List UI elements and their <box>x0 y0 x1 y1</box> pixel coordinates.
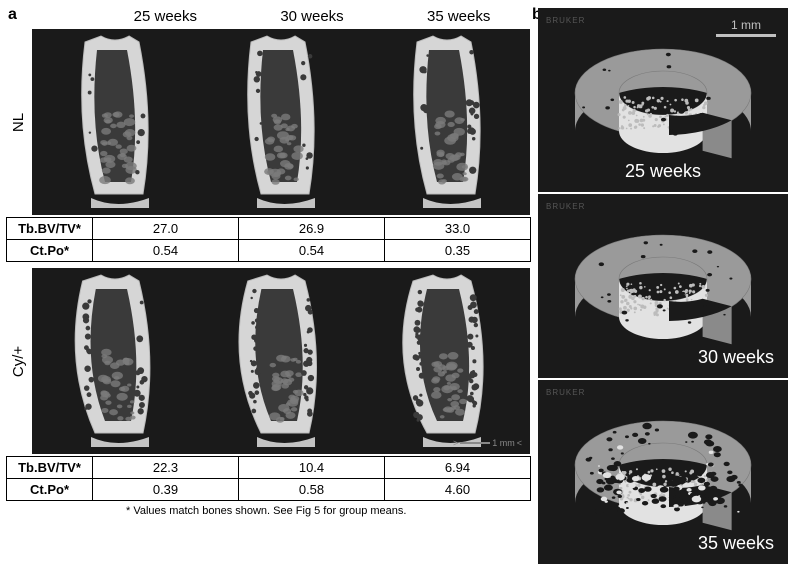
row-label-nl-wrap: NL <box>6 29 32 215</box>
render-25: BRUKER 1 mm 25 weeks <box>538 8 788 192</box>
watermark-icon: BRUKER <box>546 202 585 211</box>
render-30: BRUKER 30 weeks <box>538 194 788 378</box>
watermark-icon: BRUKER <box>546 16 585 25</box>
col-header-2: 35 weeks <box>385 8 532 25</box>
table-cy: Tb.BV/TV* 22.3 10.4 6.94 Ct.Po* 0.39 0.5… <box>6 456 531 501</box>
table-cell: 27.0 <box>93 218 239 240</box>
panel-b: b BRUKER 1 mm 25 weeks BRUKER 30 weeks B… <box>538 0 800 584</box>
table-label: Tb.BV/TV* <box>7 218 93 240</box>
table-cell: 26.9 <box>239 218 385 240</box>
scale-bar-text: 1 mm <box>716 18 776 32</box>
bone-cy-30 <box>198 268 364 454</box>
table-cell: 6.94 <box>385 457 531 479</box>
table-cell: 10.4 <box>239 457 385 479</box>
footnote: * Values match bones shown. See Fig 5 fo… <box>126 505 532 517</box>
mini-scale: >> 1 mm <1 mm< <box>453 438 522 448</box>
group-cy-row: Cy/+ >> 1 mm <1 mm< <box>6 268 532 454</box>
table-cell: 0.35 <box>385 240 531 262</box>
table-label: Tb.BV/TV* <box>7 457 93 479</box>
table-label: Ct.Po* <box>7 479 93 501</box>
table-row: Tb.BV/TV* 27.0 26.9 33.0 <box>7 218 531 240</box>
table-cell: 0.54 <box>239 240 385 262</box>
scale-bar-line <box>716 34 776 37</box>
bone-strip-nl <box>32 29 530 215</box>
panel-a-label: a <box>8 6 17 24</box>
bone-strip-cy: >> 1 mm <1 mm< <box>32 268 530 454</box>
render-label-25: 25 weeks <box>625 161 701 182</box>
render-label-30: 30 weeks <box>698 347 774 368</box>
table-row: Tb.BV/TV* 22.3 10.4 6.94 <box>7 457 531 479</box>
bone-nl-30 <box>198 29 364 215</box>
group-nl-row: NL <box>6 29 532 215</box>
table-row: Ct.Po* 0.54 0.54 0.35 <box>7 240 531 262</box>
table-cell: 0.58 <box>239 479 385 501</box>
table-cell: 22.3 <box>93 457 239 479</box>
row-label-cy: Cy/+ <box>11 345 28 376</box>
panel-a: a 25 weeks 30 weeks 35 weeks NL Tb.BV/TV… <box>0 0 538 584</box>
table-cell: 0.54 <box>93 240 239 262</box>
col-header-1: 30 weeks <box>239 8 386 25</box>
bone-nl-35 <box>364 29 530 215</box>
render-label-35: 35 weeks <box>698 533 774 554</box>
row-label-cy-wrap: Cy/+ <box>6 268 32 454</box>
table-cell: 0.39 <box>93 479 239 501</box>
table-nl: Tb.BV/TV* 27.0 26.9 33.0 Ct.Po* 0.54 0.5… <box>6 217 531 262</box>
col-header-0: 25 weeks <box>92 8 239 25</box>
render-stack: BRUKER 1 mm 25 weeks BRUKER 30 weeks BRU… <box>538 8 792 568</box>
table-label: Ct.Po* <box>7 240 93 262</box>
table-row: Ct.Po* 0.39 0.58 4.60 <box>7 479 531 501</box>
bone-nl-25 <box>32 29 198 215</box>
bone-cy-25 <box>32 268 198 454</box>
panel-a-column-headers: 25 weeks 30 weeks 35 weeks <box>92 8 532 25</box>
watermark-icon: BRUKER <box>546 388 585 397</box>
row-label-nl: NL <box>11 112 28 131</box>
table-cell: 4.60 <box>385 479 531 501</box>
bone-cy-35 <box>364 268 530 454</box>
figure-root: a 25 weeks 30 weeks 35 weeks NL Tb.BV/TV… <box>0 0 800 584</box>
table-cell: 33.0 <box>385 218 531 240</box>
scale-bar: 1 mm <box>716 18 776 37</box>
render-35: BRUKER 35 weeks <box>538 380 788 564</box>
